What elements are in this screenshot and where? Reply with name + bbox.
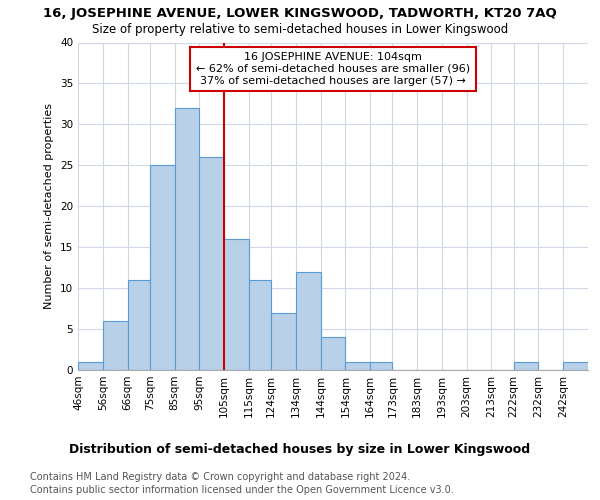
Bar <box>296 272 320 370</box>
Text: 16 JOSEPHINE AVENUE: 104sqm
← 62% of semi-detached houses are smaller (96)
37% o: 16 JOSEPHINE AVENUE: 104sqm ← 62% of sem… <box>196 52 470 86</box>
Bar <box>78 362 103 370</box>
Bar <box>320 337 346 370</box>
Text: 16, JOSEPHINE AVENUE, LOWER KINGSWOOD, TADWORTH, KT20 7AQ: 16, JOSEPHINE AVENUE, LOWER KINGSWOOD, T… <box>43 8 557 20</box>
Bar <box>346 362 370 370</box>
Text: Contains HM Land Registry data © Crown copyright and database right 2024.: Contains HM Land Registry data © Crown c… <box>30 472 410 482</box>
Bar <box>224 239 249 370</box>
Bar <box>128 280 150 370</box>
Text: Size of property relative to semi-detached houses in Lower Kingswood: Size of property relative to semi-detach… <box>92 22 508 36</box>
Bar <box>514 362 538 370</box>
Bar <box>199 157 224 370</box>
Bar <box>150 166 175 370</box>
Bar <box>175 108 199 370</box>
Bar <box>370 362 392 370</box>
Text: Distribution of semi-detached houses by size in Lower Kingswood: Distribution of semi-detached houses by … <box>70 442 530 456</box>
Bar <box>249 280 271 370</box>
Bar <box>103 321 128 370</box>
Bar <box>271 312 296 370</box>
Y-axis label: Number of semi-detached properties: Number of semi-detached properties <box>44 104 55 309</box>
Text: Contains public sector information licensed under the Open Government Licence v3: Contains public sector information licen… <box>30 485 454 495</box>
Bar <box>563 362 588 370</box>
